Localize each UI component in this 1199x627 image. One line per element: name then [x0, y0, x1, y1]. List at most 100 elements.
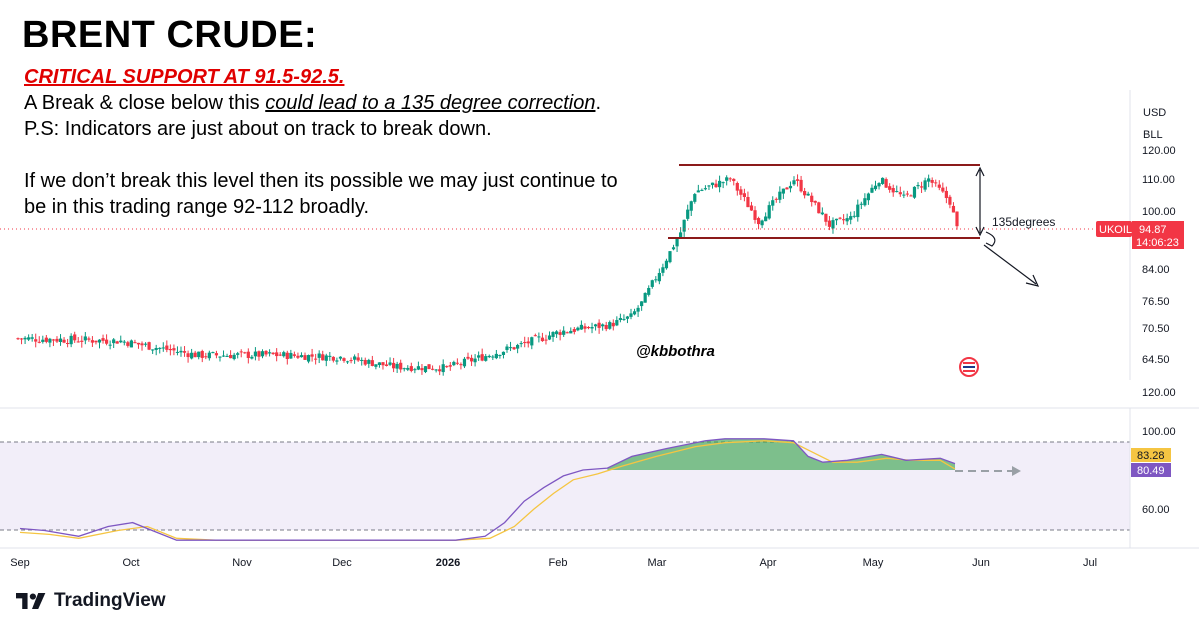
- candle: [41, 335, 45, 344]
- candle: [44, 335, 48, 344]
- flag-icon[interactable]: [959, 357, 979, 377]
- candle: [321, 350, 325, 361]
- candle: [590, 322, 594, 334]
- candle: [416, 361, 421, 371]
- candle: [158, 347, 162, 354]
- candle: [115, 340, 119, 344]
- candle: [934, 179, 938, 187]
- candle: [905, 190, 909, 197]
- slow-value-label: 83.28: [1137, 450, 1165, 462]
- candle: [519, 341, 523, 348]
- candle: [618, 313, 622, 323]
- candle: [83, 332, 87, 345]
- candle: [445, 365, 449, 368]
- candle: [714, 179, 718, 188]
- candle: [214, 350, 219, 359]
- price-tag: [1132, 221, 1184, 249]
- candle: [133, 339, 137, 344]
- candle: [101, 334, 105, 344]
- candle: [335, 357, 339, 365]
- time-tick: Nov: [232, 557, 252, 569]
- text-line-1-start: A Break & close below this: [24, 92, 266, 114]
- candle: [413, 367, 417, 374]
- candle: [597, 319, 601, 334]
- candle: [888, 183, 892, 193]
- candle: [494, 349, 498, 360]
- candle: [441, 359, 445, 376]
- candle: [831, 217, 835, 234]
- candle: [838, 216, 842, 220]
- candle: [806, 191, 810, 196]
- candle: [253, 347, 258, 361]
- candle: [845, 213, 849, 226]
- candle: [204, 352, 208, 360]
- time-tick: May: [863, 557, 884, 569]
- text-line-4: be in this trading range 92-112 broadly.: [24, 196, 370, 218]
- candle: [576, 326, 580, 332]
- candle: [48, 337, 52, 348]
- text-line-1-end: .: [595, 92, 602, 114]
- candle: [402, 367, 406, 372]
- candle: [554, 330, 559, 338]
- candle: [487, 354, 491, 359]
- tradingview-wordmark: TradingView: [54, 590, 166, 611]
- candle: [760, 219, 764, 229]
- price-tick: 120.00: [1142, 145, 1176, 157]
- candle: [544, 334, 548, 345]
- candle: [360, 357, 364, 366]
- candle: [739, 186, 743, 201]
- candle: [392, 357, 396, 373]
- candle: [491, 354, 495, 361]
- price-pane: 120.00 110.00 100.00 84.00 76.50 70.50 64.50 U…: [0, 90, 1184, 380]
- candle: [151, 349, 155, 354]
- candle: [877, 182, 881, 190]
- watermark-handle: @kbbothra: [636, 343, 715, 360]
- candle: [480, 348, 484, 362]
- candle: [583, 323, 587, 333]
- candle: [756, 216, 761, 230]
- currency-label: USD: [1143, 107, 1166, 119]
- candle: [76, 337, 80, 343]
- candle: [870, 184, 874, 194]
- candle: [246, 348, 250, 364]
- candle: [919, 181, 924, 193]
- time-tick: Oct: [122, 557, 139, 569]
- candle: [834, 218, 839, 226]
- candle: [675, 237, 679, 252]
- candle: [764, 212, 768, 222]
- candle: [338, 356, 343, 361]
- candle: [381, 362, 385, 370]
- candle: [728, 177, 732, 182]
- range-label: 135degrees: [992, 215, 1055, 229]
- candle: [420, 364, 424, 375]
- candle: [505, 344, 509, 353]
- candle: [211, 351, 215, 354]
- candle: [197, 351, 201, 360]
- indicator-slow-line: [19, 440, 956, 541]
- candle: [647, 285, 651, 297]
- candle: [746, 191, 750, 208]
- text-line-1: A Break & close below this could lead to…: [24, 92, 601, 115]
- candle: [657, 268, 661, 285]
- fast-value-tag: [1131, 463, 1171, 477]
- candle: [558, 329, 562, 341]
- candle: [533, 333, 537, 337]
- candle: [849, 211, 853, 225]
- candle: [717, 175, 722, 193]
- candle: [944, 186, 948, 204]
- critical-support-heading: CRITICAL SUPPORT AT 91.5-92.5.: [24, 66, 345, 88]
- candle: [700, 188, 704, 192]
- candle: [898, 186, 902, 197]
- candle: [530, 336, 534, 350]
- candle: [27, 334, 31, 342]
- candle: [374, 364, 378, 370]
- candle: [384, 360, 389, 367]
- candle: [902, 190, 906, 199]
- time-tick: Feb: [549, 557, 568, 569]
- candle: [285, 350, 289, 365]
- candle: [236, 351, 240, 359]
- candle: [257, 350, 261, 361]
- candle: [377, 362, 382, 368]
- candle: [200, 349, 204, 363]
